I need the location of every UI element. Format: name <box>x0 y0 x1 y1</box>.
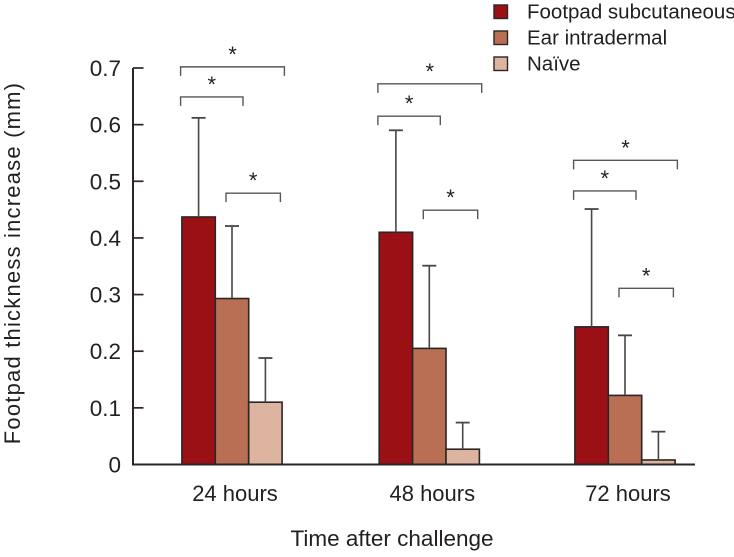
significance-bracket <box>572 190 637 200</box>
y-tick-label: 0 <box>108 453 121 478</box>
legend-swatch-1 <box>493 30 509 46</box>
x-tick-label: 48 hours <box>389 481 475 506</box>
significance-bracket <box>179 96 244 106</box>
significance-asterisk: * <box>601 166 610 191</box>
y-tick-label: 0.3 <box>90 283 121 308</box>
bar-series0-cat0 <box>181 216 217 466</box>
axes-frame <box>132 68 695 466</box>
y-tick-label: 0.2 <box>90 339 121 364</box>
significance-asterisk: * <box>208 72 217 97</box>
significance-asterisk: * <box>621 135 630 160</box>
y-tick-label: 0.4 <box>90 226 121 251</box>
bar-series0-cat2 <box>574 326 610 466</box>
significance-bracket <box>572 159 679 170</box>
significance-asterisk: * <box>426 59 435 84</box>
significance-asterisk: * <box>446 185 455 210</box>
significance-bracket <box>377 83 483 93</box>
significance-bracket <box>377 115 441 126</box>
bar-series0-cat1 <box>378 231 414 466</box>
bar-series1-cat2 <box>607 394 643 466</box>
bar-series2-cat1 <box>445 448 481 466</box>
significance-bracket <box>179 66 286 76</box>
bar-series2-cat0 <box>247 401 283 466</box>
significance-bracket <box>422 209 479 220</box>
y-tick-label: 0.7 <box>90 56 121 81</box>
y-tick-label: 0.6 <box>90 113 121 138</box>
significance-bracket <box>618 287 675 298</box>
legend-label-1: Ear intradermal <box>527 27 667 50</box>
y-axis-title: Footpad thickness increase (mm) <box>0 82 25 444</box>
significance-asterisk: * <box>249 168 258 193</box>
significance-bracket <box>225 192 282 203</box>
x-tick-label: 24 hours <box>192 481 278 506</box>
bar-series1-cat1 <box>411 347 447 466</box>
y-tick-label: 0.1 <box>90 396 121 421</box>
y-tick-label: 0.5 <box>90 169 121 194</box>
x-tick-label: 72 hours <box>585 481 671 506</box>
x-axis-title: Time after challenge <box>290 526 493 551</box>
significance-asterisk: * <box>642 263 651 288</box>
legend-label-2: Naïve <box>527 53 581 76</box>
legend-swatch-0 <box>493 4 509 20</box>
legend-label-0: Footpad subcutaneous <box>527 1 734 24</box>
legend-swatch-2 <box>493 56 509 72</box>
significance-asterisk: * <box>228 42 237 67</box>
bar-series1-cat0 <box>214 297 250 466</box>
significance-asterisk: * <box>405 91 414 116</box>
